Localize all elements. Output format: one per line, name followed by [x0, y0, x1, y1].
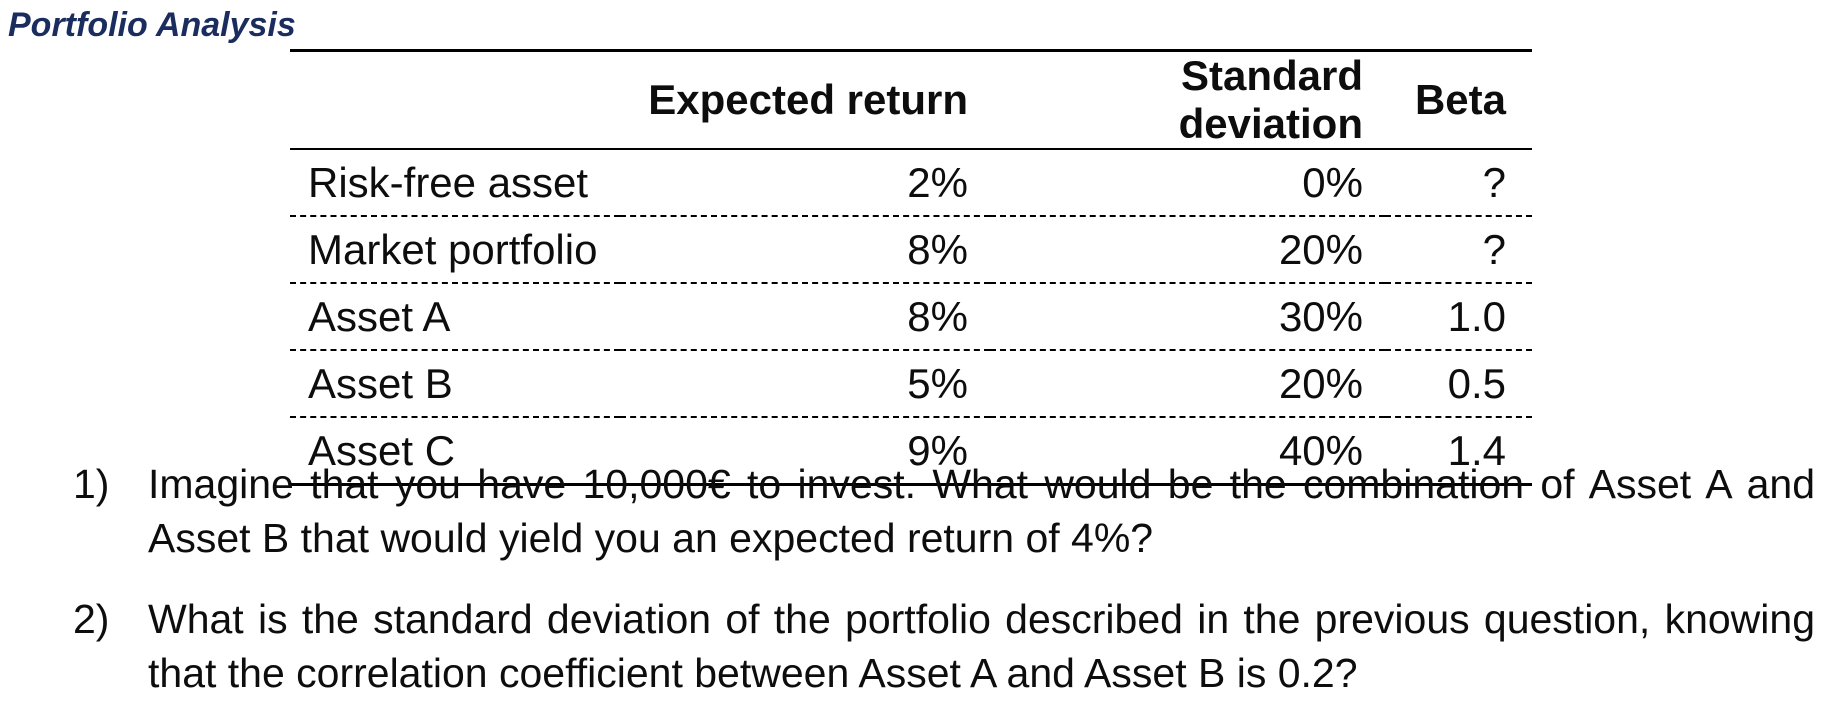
portfolio-table: Expected return Standard deviation Beta … — [290, 49, 1532, 486]
beta-cell: 1.0 — [1385, 282, 1532, 350]
table-header-row: Expected return Standard deviation Beta — [290, 50, 1532, 150]
table-row-risk-free-asset: Risk-free asset 2% 0% ? — [290, 149, 1532, 216]
expected-return-cell: 8% — [620, 215, 990, 283]
std-dev-cell: 0% — [1302, 158, 1363, 206]
std-dev-cell: 20% — [990, 349, 1385, 417]
asset-name-cell: Market portfolio — [290, 215, 620, 283]
expected-return-cell: 8% — [620, 282, 990, 350]
question-1-line-2: Asset B that would yield you an expected… — [148, 515, 1154, 561]
question-2-text: What is the standard deviation of the po… — [148, 592, 1815, 700]
expected-return-cell: 9% — [620, 416, 990, 485]
beta-cell: ? — [1385, 215, 1532, 283]
header-expected-return: Expected return — [620, 50, 990, 150]
asset-name-cell: Asset A — [290, 282, 620, 350]
std-dev-cell: 40% — [990, 416, 1385, 485]
beta-cell: 1.4 — [1385, 416, 1532, 485]
asset-name-cell: Asset C — [290, 416, 620, 485]
expected-return-cell: 5% — [620, 349, 990, 417]
question-2-number: 2) — [73, 596, 110, 642]
header-beta: Beta — [1385, 50, 1532, 150]
question-1-number: 1) — [73, 461, 110, 507]
table-row-asset-a: Asset A 8% 30% 1.0 — [290, 282, 1532, 350]
std-dev-cell: 20% — [990, 215, 1385, 283]
question-1-text: Imagine that you have 10,000€ to invest.… — [148, 457, 1815, 565]
beta-cell: ? — [1482, 158, 1506, 206]
table-row-asset-c: Asset C 9% 40% 1.4 — [290, 416, 1532, 485]
asset-name-cell: Asset B — [290, 349, 620, 417]
question-1-line-1: Imagine that you have 10,000€ to invest.… — [148, 461, 1815, 507]
asset-name-cell: Risk-free asset — [308, 158, 589, 206]
question-2-line-2: that the correlation coefficient between… — [148, 650, 1358, 696]
std-dev-cell: 30% — [990, 282, 1385, 350]
question-2-line-1: What is the standard deviation of the po… — [148, 596, 1815, 642]
table-row-asset-b: Asset B 5% 20% 0.5 — [290, 349, 1532, 417]
beta-cell: 0.5 — [1385, 349, 1532, 417]
header-asset — [290, 50, 620, 150]
header-standard-deviation: Standard deviation — [990, 50, 1385, 150]
table-row-market-portfolio: Market portfolio 8% 20% ? — [290, 215, 1532, 283]
expected-return-cell: 2% — [907, 158, 968, 206]
page-title: Portfolio Analysis — [8, 6, 296, 44]
